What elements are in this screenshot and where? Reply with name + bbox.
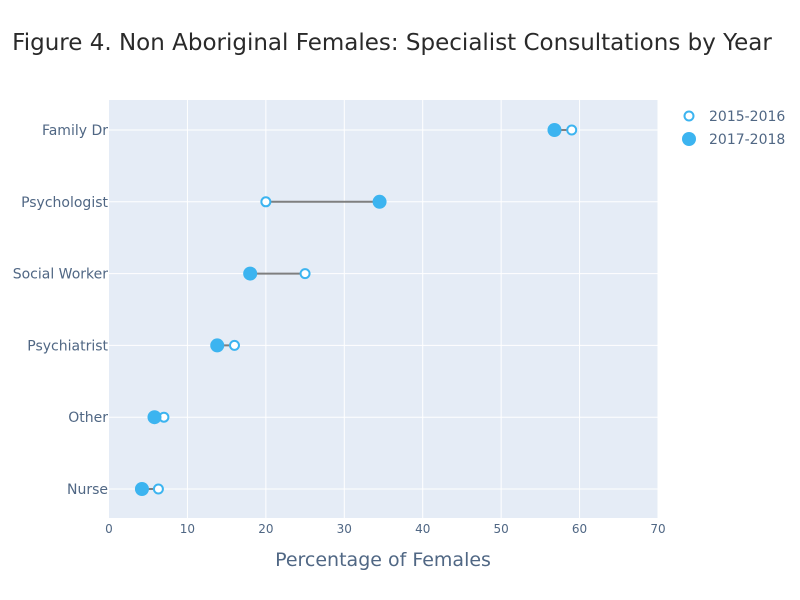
marker-2017-2018[interactable]: [547, 123, 562, 137]
legend-item-2015-2016[interactable]: 2015-2016: [683, 109, 786, 125]
marker-2017-2018[interactable]: [243, 266, 258, 281]
plot-area: [109, 100, 658, 518]
marker-2015-2016[interactable]: [566, 124, 578, 136]
y-tick-label: Psychiatrist: [27, 338, 108, 354]
x-tick-label: 10: [180, 522, 195, 536]
y-tick-label: Family Dr: [42, 123, 108, 139]
x-axis-tick-labels: 0 10 20 30 40 50 60 70: [105, 522, 665, 536]
y-tick-label: Psychologist: [21, 195, 108, 211]
marker-2015-2016[interactable]: [152, 483, 164, 495]
legend-open-circle-icon: [683, 110, 695, 122]
data-markers: [134, 123, 578, 496]
legend-filled-circle-icon: [682, 132, 696, 146]
marker-2015-2016[interactable]: [260, 196, 272, 208]
marker-2015-2016[interactable]: [299, 268, 311, 280]
x-tick-label: 70: [650, 522, 665, 536]
y-tick-label: Social Worker: [13, 267, 109, 283]
marker-2017-2018[interactable]: [210, 338, 225, 353]
x-tick-label: 40: [415, 522, 430, 536]
legend-label: 2015-2016: [709, 109, 785, 125]
x-tick-label: 60: [572, 522, 587, 536]
x-axis-label: Percentage of Females: [275, 549, 491, 571]
marker-2017-2018[interactable]: [134, 482, 149, 496]
x-tick-label: 0: [105, 522, 113, 536]
x-tick-label: 50: [494, 522, 509, 536]
legend[interactable]: 2015-2016 2017-2018: [682, 109, 785, 148]
marker-2015-2016[interactable]: [228, 339, 240, 351]
marker-2017-2018[interactable]: [372, 194, 387, 209]
x-tick-label: 20: [258, 522, 273, 536]
x-tick-label: 30: [337, 522, 352, 536]
legend-label: 2017-2018: [709, 132, 785, 148]
gridlines: [109, 100, 659, 518]
marker-2017-2018[interactable]: [147, 410, 162, 425]
chart-title: Figure 4. Non Aboriginal Females: Specia…: [12, 30, 772, 56]
y-tick-label: Other: [68, 410, 108, 426]
y-tick-label: Nurse: [67, 482, 108, 498]
y-axis-tick-labels: Family Dr Psychologist Social Worker Psychi…: [13, 123, 109, 498]
legend-item-2017-2018[interactable]: 2017-2018: [682, 132, 785, 148]
